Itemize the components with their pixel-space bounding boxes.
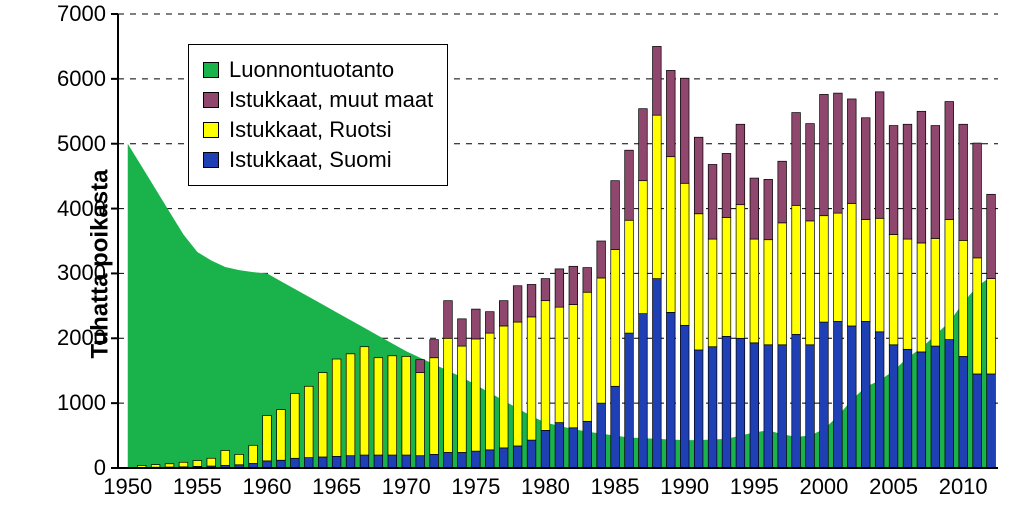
legend-item: Luonnontuotanto [203,57,433,83]
legend-item: Istukkaat, Ruotsi [203,117,433,143]
x-tick: 1965 [312,474,361,500]
y-tick: 6000 [57,66,106,92]
x-tick: 1970 [382,474,431,500]
y-tick: 3000 [57,260,106,286]
x-tick: 2010 [939,474,988,500]
chart-container: Tuhatta poikasta 01000200030004000500060… [0,0,1023,528]
y-tick: 7000 [57,1,106,27]
legend: Luonnontuotanto Istukkaat, muut maat Istuk… [188,44,448,186]
x-tick: 1975 [451,474,500,500]
legend-item: Istukkaat, Suomi [203,147,433,173]
legend-label: Istukkaat, muut maat [229,87,433,113]
legend-swatch [203,122,219,138]
x-tick: 1960 [243,474,292,500]
y-tick: 5000 [57,131,106,157]
x-tick: 1955 [173,474,222,500]
legend-swatch [203,92,219,108]
legend-label: Istukkaat, Suomi [229,147,392,173]
legend-label: Istukkaat, Ruotsi [229,117,392,143]
x-tick: 2000 [799,474,848,500]
legend-swatch [203,152,219,168]
x-tick: 1990 [660,474,709,500]
y-tick-labels: 01000200030004000500060007000 [0,14,106,468]
legend-swatch [203,62,219,78]
x-tick: 1980 [521,474,570,500]
legend-item: Istukkaat, muut maat [203,87,433,113]
y-tick: 1000 [57,390,106,416]
x-tick-labels: 1950 1955 1960 1965 1970 1975 1980 1985 1990 1995… [0,474,1023,514]
y-tick: 4000 [57,196,106,222]
legend-label: Luonnontuotanto [229,57,394,83]
y-tick: 2000 [57,325,106,351]
x-tick: 2005 [869,474,918,500]
x-tick: 1985 [591,474,640,500]
x-tick: 1995 [730,474,779,500]
x-tick: 1950 [103,474,152,500]
